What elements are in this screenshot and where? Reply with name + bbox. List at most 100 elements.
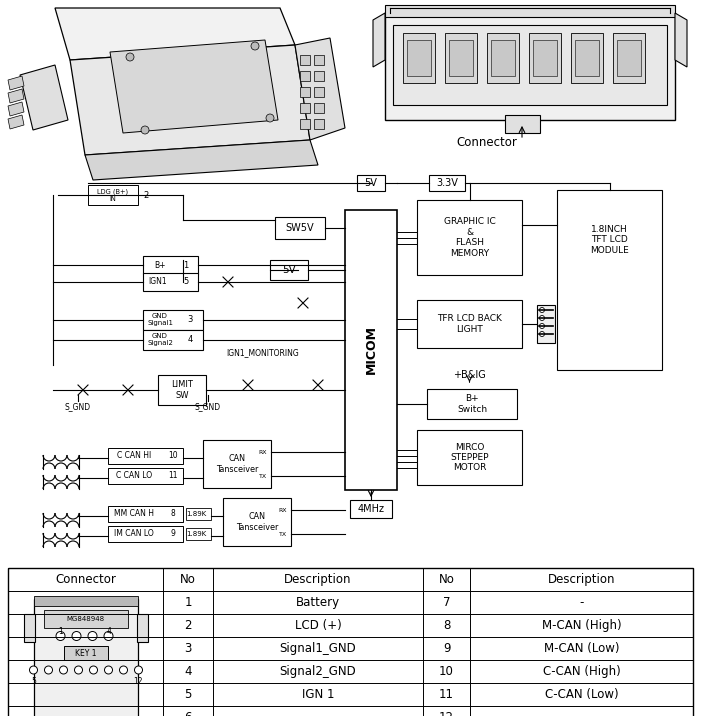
Circle shape (141, 126, 149, 134)
Bar (314, 71, 324, 81)
Circle shape (540, 324, 545, 329)
Bar (357, 175, 385, 191)
Text: Battery: Battery (296, 596, 340, 609)
Text: 4: 4 (184, 665, 192, 678)
Text: GRAPHIC IC
&
FLASH
MEMORY: GRAPHIC IC & FLASH MEMORY (444, 218, 496, 258)
Text: TFR LCD BACK
LIGHT: TFR LCD BACK LIGHT (437, 314, 502, 334)
Bar (491, 40, 515, 76)
Circle shape (119, 666, 128, 674)
Bar (64, 646, 107, 660)
Bar (557, 190, 662, 370)
Text: GND
Signal1: GND Signal1 (147, 314, 173, 326)
Text: TX: TX (279, 531, 287, 536)
Text: 2: 2 (144, 190, 149, 200)
Bar (529, 33, 561, 83)
Text: 1.8INCH
TFT LCD
MODULE: 1.8INCH TFT LCD MODULE (590, 225, 629, 255)
Circle shape (135, 666, 142, 674)
Text: Connector: Connector (456, 137, 517, 150)
Polygon shape (110, 40, 278, 133)
Circle shape (540, 316, 545, 321)
Text: 10: 10 (439, 665, 454, 678)
Circle shape (88, 632, 97, 641)
Polygon shape (85, 140, 318, 180)
Polygon shape (55, 8, 295, 60)
Polygon shape (295, 38, 345, 140)
Bar (449, 40, 473, 76)
Text: MICOM: MICOM (365, 326, 378, 374)
Circle shape (56, 632, 65, 641)
Bar (88, 185, 138, 205)
Text: MIRCO
STEPPEP
MOTOR: MIRCO STEPPEP MOTOR (450, 442, 489, 473)
Text: IGN1: IGN1 (149, 278, 168, 286)
Bar (429, 175, 465, 191)
Circle shape (540, 332, 545, 337)
Bar (445, 33, 477, 83)
Bar (300, 103, 310, 113)
Bar (613, 33, 645, 83)
Text: 1: 1 (184, 596, 192, 609)
Bar (108, 468, 183, 484)
Bar (275, 217, 325, 239)
Text: -: - (579, 596, 584, 609)
Text: 8: 8 (170, 510, 175, 518)
Bar (314, 55, 324, 65)
Bar (427, 389, 517, 419)
Bar (203, 440, 271, 488)
Text: IM CAN LO: IM CAN LO (114, 530, 154, 538)
Text: RX: RX (279, 508, 287, 513)
Text: Signal2_GND: Signal2_GND (280, 665, 356, 678)
Text: LDG (B+)
IN: LDG (B+) IN (97, 188, 128, 202)
Bar (108, 526, 183, 542)
Text: CAN
Tansceiver: CAN Tansceiver (236, 513, 278, 532)
Bar (108, 506, 183, 522)
Text: 10: 10 (168, 452, 178, 460)
Bar (108, 448, 183, 464)
Circle shape (266, 114, 274, 122)
Polygon shape (373, 13, 385, 67)
Text: KEY 1: KEY 1 (75, 649, 96, 657)
Bar (158, 375, 206, 405)
Text: 5V: 5V (282, 265, 296, 275)
Polygon shape (20, 65, 68, 130)
Text: -: - (316, 711, 320, 716)
Text: 9: 9 (443, 642, 450, 655)
Text: 3: 3 (187, 316, 193, 324)
Bar (43, 610, 128, 628)
Circle shape (44, 666, 53, 674)
Bar (300, 55, 310, 65)
Text: IGN 1: IGN 1 (301, 688, 334, 701)
Bar (143, 256, 198, 274)
Bar (143, 330, 203, 350)
Text: 6: 6 (184, 711, 192, 716)
Text: 9: 9 (170, 530, 175, 538)
Text: 4: 4 (107, 627, 112, 637)
Text: MM CAN H: MM CAN H (114, 510, 154, 518)
Text: B+
Switch: B+ Switch (457, 395, 487, 414)
Bar (314, 87, 324, 97)
Text: 3: 3 (184, 642, 191, 655)
Bar (505, 115, 540, 133)
Circle shape (90, 666, 97, 674)
Bar (571, 33, 603, 83)
Text: 4MHz: 4MHz (358, 504, 385, 514)
Bar (537, 305, 555, 343)
Bar (350, 500, 392, 518)
Text: No: No (180, 573, 196, 586)
Bar (34, 599, 137, 716)
Circle shape (104, 666, 112, 674)
Text: 12: 12 (132, 677, 142, 687)
Bar (300, 119, 310, 129)
Bar (300, 71, 310, 81)
Circle shape (540, 307, 545, 312)
Bar (34, 596, 137, 606)
Text: LCD (+): LCD (+) (294, 619, 341, 632)
Bar (314, 103, 324, 113)
Bar (314, 119, 324, 129)
Text: 5: 5 (184, 278, 189, 286)
Bar (143, 273, 198, 291)
Bar (300, 87, 310, 97)
Text: S_GND: S_GND (195, 402, 221, 412)
Text: B+: B+ (154, 261, 165, 269)
Text: GND
Signal2: GND Signal2 (147, 334, 173, 347)
Circle shape (74, 666, 83, 674)
